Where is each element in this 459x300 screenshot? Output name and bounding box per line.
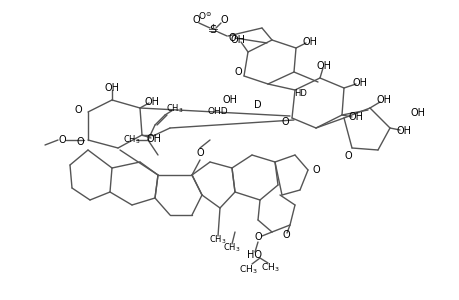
- Text: O: O: [312, 165, 319, 175]
- Text: OH: OH: [146, 134, 161, 144]
- Text: OH: OH: [348, 112, 363, 122]
- Text: $\mathrm{CH_3}$: $\mathrm{CH_3}$: [238, 264, 257, 276]
- Text: O: O: [220, 15, 227, 25]
- Text: OH: OH: [396, 126, 411, 136]
- Text: OH: OH: [222, 95, 237, 105]
- Text: HO: HO: [247, 250, 262, 260]
- Text: O: O: [280, 117, 288, 127]
- Text: O: O: [192, 15, 199, 25]
- Text: OH: OH: [104, 83, 119, 93]
- Text: D: D: [254, 100, 261, 110]
- Text: O: O: [343, 151, 351, 161]
- Text: O: O: [234, 67, 241, 77]
- Text: O: O: [74, 105, 82, 115]
- Text: $\mathrm{O}^{\circleddash}$: $\mathrm{O}^{\circleddash}$: [197, 10, 212, 22]
- Text: OH: OH: [302, 37, 317, 47]
- Text: HD: HD: [294, 89, 307, 98]
- Text: O: O: [196, 148, 203, 158]
- Text: OH: OH: [144, 97, 159, 107]
- Text: OH: OH: [352, 78, 367, 88]
- Text: OH: OH: [316, 61, 331, 71]
- Text: $\mathrm{CH_3}$: $\mathrm{CH_3}$: [260, 262, 279, 274]
- Text: O: O: [254, 232, 261, 242]
- Text: $\mathrm{CH_3}$: $\mathrm{CH_3}$: [123, 134, 140, 146]
- Text: $\mathrm{CH_3}$: $\mathrm{CH_3}$: [166, 103, 184, 115]
- Text: O: O: [228, 33, 235, 43]
- Text: O: O: [76, 137, 84, 147]
- Text: OH: OH: [230, 35, 245, 45]
- Text: $\mathrm{CH_3}$: $\mathrm{CH_3}$: [223, 242, 240, 254]
- Text: S: S: [209, 25, 216, 35]
- Text: O: O: [281, 230, 289, 240]
- Text: $\mathrm{CH_3}$: $\mathrm{CH_3}$: [209, 234, 226, 246]
- Text: OH: OH: [375, 95, 391, 105]
- Text: O: O: [58, 135, 66, 145]
- Text: OHD: OHD: [207, 107, 228, 116]
- Text: OH: OH: [409, 108, 425, 118]
